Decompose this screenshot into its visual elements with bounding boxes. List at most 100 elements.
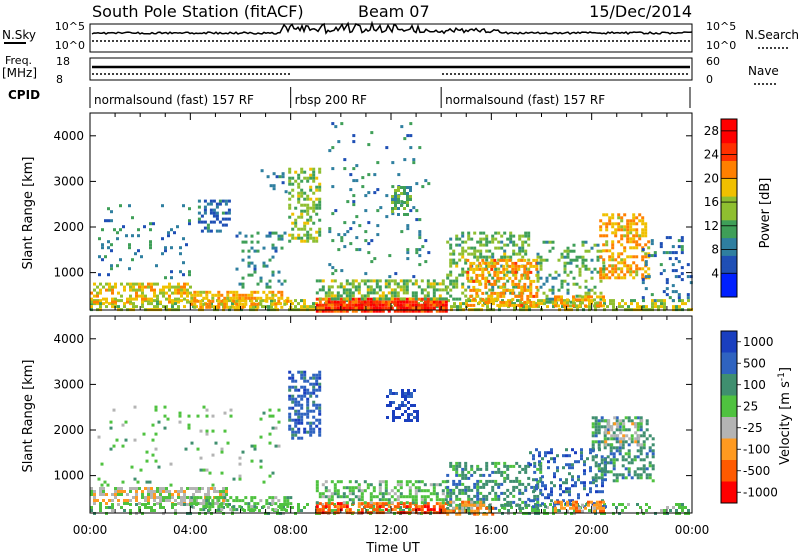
heatmap-cell — [90, 291, 93, 295]
heatmap-cell — [639, 473, 643, 477]
heatmap-cell — [505, 261, 509, 265]
heatmap-cell — [575, 298, 578, 302]
heatmap-cell — [455, 470, 459, 474]
heatmap-cell — [333, 279, 337, 283]
nsky-label: N.Sky — [2, 28, 36, 42]
heatmap-cell — [294, 221, 298, 225]
heatmap-cell — [192, 506, 195, 509]
power-colorbar-swatch — [721, 202, 737, 209]
heatmap-cell — [496, 276, 500, 280]
heatmap-cell — [354, 495, 358, 499]
heatmap-cell — [629, 255, 633, 259]
heatmap-cell — [306, 212, 310, 216]
heatmap-cell — [396, 297, 400, 301]
heatmap-cell — [611, 216, 615, 220]
heatmap-cell — [315, 188, 319, 192]
heatmap-cell — [526, 288, 530, 292]
heatmap-cell — [348, 294, 352, 298]
heatmap-cell — [238, 296, 242, 300]
heatmap-cell — [159, 487, 162, 490]
heatmap-cell — [250, 296, 254, 300]
heatmap-cell — [315, 489, 319, 493]
heatmap-cell — [277, 296, 281, 300]
heatmap-cell — [209, 220, 213, 224]
heatmap-cell — [163, 414, 167, 418]
heatmap-cell — [297, 509, 300, 512]
heatmap-cell — [638, 243, 642, 247]
heatmap-cell — [243, 305, 246, 309]
heatmap-cell — [258, 509, 261, 512]
heatmap-cell — [381, 502, 385, 506]
heatmap-cell — [393, 291, 397, 295]
heatmap-cell — [114, 300, 117, 304]
heatmap-cell — [473, 512, 477, 516]
heatmap-cell — [470, 467, 474, 471]
heatmap-cell — [524, 231, 528, 235]
heatmap-cell — [563, 506, 566, 510]
heatmap-cell — [639, 305, 642, 309]
heatmap-cell — [485, 258, 489, 262]
heatmap-cell — [521, 240, 525, 244]
heatmap-cell — [588, 302, 591, 306]
heatmap-cell — [267, 506, 270, 509]
heatmap-cell — [199, 290, 203, 294]
heatmap-cell — [336, 502, 340, 506]
heatmap-cell — [221, 199, 225, 203]
heatmap-cell — [206, 229, 210, 233]
heatmap-cell — [192, 487, 195, 490]
heatmap-cell — [417, 297, 421, 301]
heatmap-cell — [153, 496, 156, 499]
heatmap-cell — [458, 506, 462, 510]
heatmap-cell — [458, 509, 462, 513]
heatmap-cell — [470, 276, 474, 280]
heatmap-cell — [612, 452, 616, 456]
heatmap-cell — [608, 219, 612, 223]
heatmap-cell — [283, 279, 287, 283]
heatmap-cell — [150, 297, 153, 301]
heatmap-cell — [554, 270, 558, 274]
heatmap-cell — [348, 303, 352, 307]
heatmap-cell — [438, 288, 442, 292]
heatmap-cell — [461, 285, 465, 289]
heatmap-cell — [417, 309, 421, 313]
heatmap-cell — [297, 436, 301, 440]
heatmap-cell — [538, 460, 541, 464]
heatmap-cell — [312, 209, 316, 213]
heatmap-cell — [484, 300, 488, 304]
heatmap-cell — [303, 430, 307, 434]
heatmap-cell — [575, 294, 579, 298]
heatmap-cell — [315, 424, 319, 428]
heatmap-cell — [303, 197, 307, 201]
heatmap-cell — [455, 279, 459, 283]
heatmap-cell — [527, 482, 531, 486]
heatmap-cell — [508, 264, 512, 268]
heatmap-cell — [650, 293, 654, 297]
heatmap-cell — [509, 291, 513, 295]
heatmap-cell — [553, 475, 556, 479]
heatmap-cell — [423, 297, 427, 301]
heatmap-cell — [539, 479, 543, 483]
heatmap-cell — [635, 240, 639, 244]
heatmap-cell — [342, 486, 346, 490]
heatmap-cell — [153, 305, 156, 309]
heatmap-cell — [651, 302, 654, 306]
heatmap-cell — [238, 474, 242, 478]
heatmap-cell — [518, 279, 522, 283]
heatmap-cell — [615, 473, 619, 477]
heatmap-cell — [112, 444, 116, 448]
heatmap-cell — [209, 229, 213, 233]
heatmap-cell — [333, 306, 337, 310]
heatmap-cell — [624, 467, 628, 471]
heatmap-cell — [303, 379, 307, 383]
heatmap-cell — [619, 422, 623, 426]
heatmap-cell — [211, 499, 215, 503]
heatmap-cell — [521, 255, 525, 259]
heatmap-cell — [509, 231, 513, 235]
heatmap-cell — [345, 306, 349, 310]
heatmap-cell — [467, 476, 471, 480]
heatmap-cell — [280, 508, 284, 512]
heatmap-cell — [202, 502, 206, 506]
heatmap-cell — [594, 431, 598, 435]
heatmap-cell — [587, 500, 590, 504]
